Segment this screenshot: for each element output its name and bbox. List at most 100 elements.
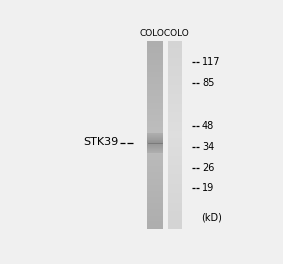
Bar — [168, 175, 182, 176]
Bar — [147, 133, 163, 134]
Bar — [168, 93, 182, 95]
Bar — [168, 63, 182, 64]
Bar — [168, 214, 182, 215]
Bar — [147, 106, 163, 107]
Bar — [168, 113, 182, 114]
Bar — [168, 151, 182, 152]
Bar — [147, 127, 163, 128]
Bar — [168, 123, 182, 125]
Bar — [147, 202, 163, 204]
Bar — [147, 110, 163, 111]
Bar — [168, 155, 182, 157]
Bar — [168, 203, 182, 204]
Bar — [147, 87, 163, 88]
Text: COLOCOLO: COLOCOLO — [140, 29, 190, 38]
Bar — [168, 226, 182, 227]
Bar — [147, 124, 163, 125]
Bar — [168, 64, 182, 65]
Bar — [147, 46, 163, 48]
Bar — [168, 196, 182, 197]
Bar — [147, 76, 163, 78]
Bar — [168, 51, 182, 52]
Bar — [147, 56, 163, 57]
Bar — [147, 102, 163, 103]
Bar — [168, 99, 182, 100]
Bar — [147, 56, 163, 58]
Bar — [168, 154, 182, 155]
Bar — [147, 41, 163, 43]
Bar — [147, 99, 163, 100]
Bar — [147, 44, 163, 45]
Bar — [168, 216, 182, 218]
Bar — [168, 200, 182, 201]
Bar — [168, 71, 182, 72]
Bar — [147, 52, 163, 53]
Bar — [147, 153, 163, 155]
Bar — [168, 59, 182, 60]
Bar — [168, 59, 182, 60]
Bar — [168, 168, 182, 170]
Bar — [168, 110, 182, 111]
Bar — [168, 87, 182, 88]
Bar — [168, 133, 182, 134]
Bar — [168, 143, 182, 144]
Bar — [168, 221, 182, 222]
Bar — [147, 217, 163, 219]
Bar — [168, 44, 182, 45]
Bar — [147, 69, 163, 70]
Bar — [168, 100, 182, 101]
Bar — [168, 130, 182, 131]
Bar — [168, 89, 182, 91]
Bar — [168, 101, 182, 102]
Bar — [147, 71, 163, 72]
Bar — [147, 68, 163, 69]
Bar — [147, 199, 163, 200]
Bar — [147, 183, 163, 184]
Bar — [147, 95, 163, 96]
Bar — [147, 112, 163, 113]
Bar — [168, 125, 182, 126]
Bar — [147, 81, 163, 82]
Bar — [168, 189, 182, 190]
Bar — [147, 121, 163, 122]
Bar — [168, 103, 182, 105]
Bar — [147, 79, 163, 80]
Bar — [168, 220, 182, 221]
Bar — [147, 207, 163, 208]
Bar — [147, 168, 163, 169]
Bar — [168, 84, 182, 85]
Bar — [168, 50, 182, 51]
Bar — [168, 205, 182, 206]
Bar — [147, 150, 163, 151]
Bar — [147, 131, 163, 132]
Bar — [168, 178, 182, 179]
Bar — [147, 200, 163, 202]
Bar — [168, 47, 182, 48]
Bar — [147, 118, 163, 119]
Text: 48: 48 — [202, 121, 214, 131]
Bar — [168, 212, 182, 213]
Bar — [147, 80, 163, 81]
Bar — [147, 178, 163, 179]
Bar — [168, 44, 182, 45]
Bar — [168, 144, 182, 145]
Bar — [147, 76, 163, 77]
Bar — [147, 210, 163, 211]
Bar — [147, 168, 163, 170]
Bar — [147, 222, 163, 223]
Bar — [147, 61, 163, 63]
Bar — [168, 207, 182, 208]
Bar — [168, 82, 182, 83]
Bar — [168, 206, 182, 207]
Bar — [168, 183, 182, 185]
Bar — [168, 141, 182, 142]
Bar — [147, 139, 163, 140]
Bar — [147, 45, 163, 46]
Bar — [147, 166, 163, 167]
Bar — [147, 215, 163, 217]
Bar — [147, 120, 163, 121]
Bar — [147, 216, 163, 218]
Bar — [147, 138, 163, 139]
Bar — [168, 48, 182, 49]
Bar — [147, 132, 163, 133]
